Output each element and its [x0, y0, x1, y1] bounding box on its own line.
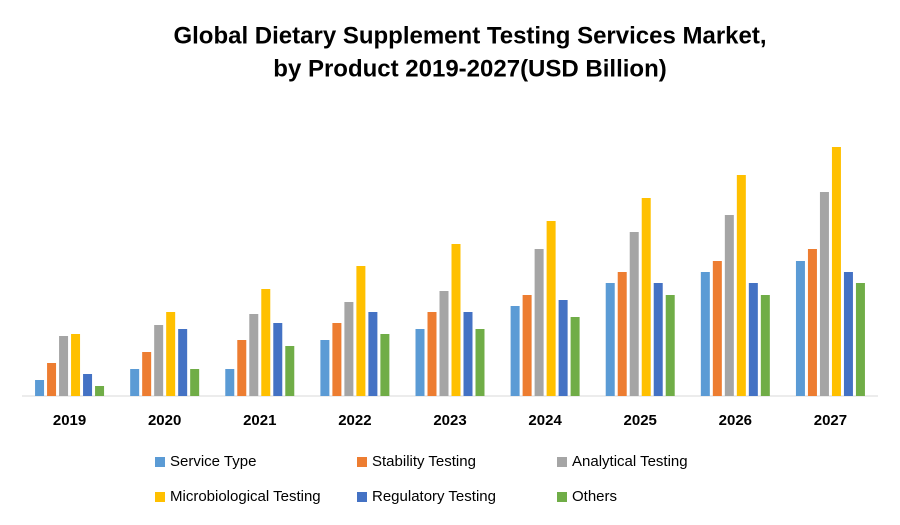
bar	[510, 306, 520, 396]
bar	[95, 386, 105, 396]
x-tick-label: 2020	[148, 412, 181, 429]
bar	[225, 369, 235, 396]
bar	[748, 283, 758, 396]
bar	[59, 336, 69, 396]
legend-swatch	[155, 457, 165, 467]
bar	[855, 283, 865, 396]
bar	[558, 300, 568, 396]
bar	[427, 312, 437, 396]
legend-swatch	[557, 492, 567, 502]
x-tick-label: 2025	[624, 412, 657, 429]
bar	[320, 340, 330, 396]
bar	[190, 369, 200, 396]
bar	[154, 325, 164, 396]
bar	[653, 283, 663, 396]
bar	[285, 346, 295, 396]
bar	[831, 147, 841, 396]
x-tick-label: 2023	[433, 412, 466, 429]
bar	[332, 323, 342, 396]
x-tick-label: 2027	[814, 412, 847, 429]
bar	[534, 249, 544, 396]
legend-label: Service Type	[170, 453, 256, 470]
bar	[249, 314, 259, 396]
bar	[641, 198, 651, 396]
legend-swatch	[155, 492, 165, 502]
bar	[166, 312, 176, 396]
legend-swatch	[357, 457, 367, 467]
legend-swatch	[557, 457, 567, 467]
bar	[130, 369, 140, 396]
bar	[795, 261, 805, 396]
legend-swatch	[357, 492, 367, 502]
bar	[807, 249, 817, 396]
legend-label: Stability Testing	[372, 453, 476, 470]
bar	[843, 272, 853, 396]
bar	[273, 323, 283, 396]
bar	[570, 317, 580, 396]
bar	[344, 302, 354, 396]
legend-label: Others	[572, 488, 617, 505]
bar	[712, 261, 722, 396]
x-tick-label: 2021	[243, 412, 276, 429]
chart-title: Global Dietary Supplement Testing Servic…	[173, 22, 766, 49]
bar	[463, 312, 473, 396]
bar	[35, 380, 45, 396]
legend-label: Regulatory Testing	[372, 488, 496, 505]
x-tick-label: 2024	[528, 412, 562, 429]
bar	[356, 266, 366, 396]
bar	[439, 291, 449, 396]
bar	[261, 289, 271, 396]
legend-label: Analytical Testing	[572, 453, 688, 470]
legend-label: Microbiological Testing	[170, 488, 321, 505]
bar	[760, 295, 770, 396]
bar	[819, 192, 829, 396]
bar	[475, 329, 485, 396]
x-tick-label: 2022	[338, 412, 371, 429]
bar	[736, 175, 746, 396]
bar	[142, 352, 152, 396]
bar	[415, 329, 425, 396]
x-tick-label: 2019	[53, 412, 86, 429]
bar	[724, 215, 734, 396]
chart-title: by Product 2019-2027(USD Billion)	[273, 55, 666, 82]
bar	[451, 244, 461, 396]
bar	[546, 221, 556, 396]
bar	[605, 283, 615, 396]
bar	[47, 363, 57, 396]
bar	[71, 334, 81, 396]
bar	[83, 374, 93, 396]
bar	[368, 312, 378, 396]
bar	[700, 272, 710, 396]
bar	[629, 232, 639, 396]
bar	[178, 329, 188, 396]
bar	[380, 334, 390, 396]
bar	[237, 340, 247, 396]
bar	[617, 272, 627, 396]
bar	[522, 295, 532, 396]
x-tick-label: 2026	[719, 412, 752, 429]
bar	[665, 295, 675, 396]
